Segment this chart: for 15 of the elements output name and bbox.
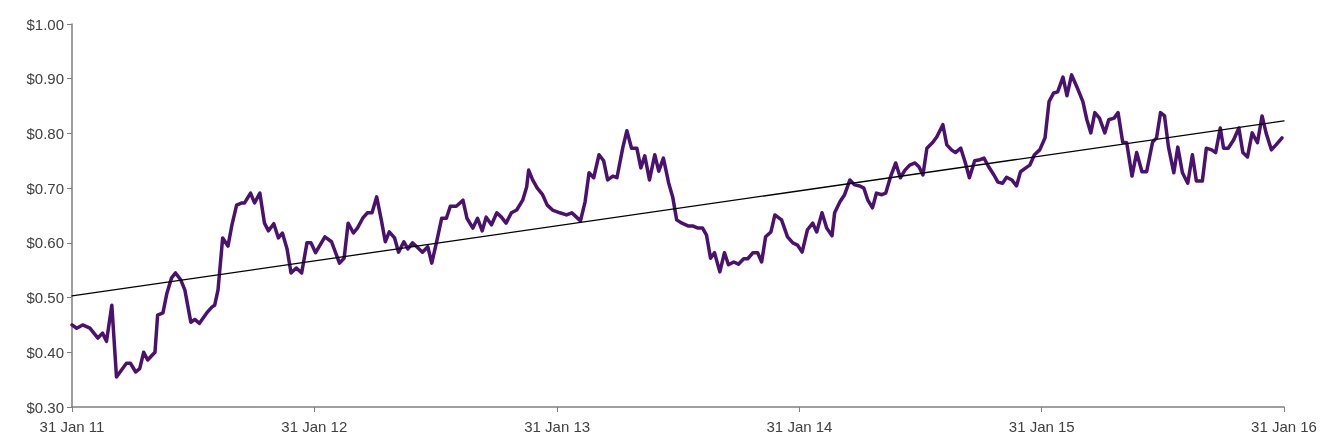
y-tick-label: $0.50 [26,289,64,307]
x-tick-label: 31 Jan 15 [1008,418,1075,435]
x-tick-label: 31 Jan 12 [281,418,348,435]
y-tick-label: $0.80 [26,124,64,142]
y-tick-label: $1.00 [26,15,64,33]
x-tick-label: 31 Jan 13 [524,418,591,435]
y-tick-label: $0.40 [26,343,64,361]
y-tick-label: $0.30 [26,398,64,416]
x-tick-label: 31 Jan 14 [766,418,833,435]
y-tick-label: $0.60 [26,234,64,252]
x-tick-label: 31 Jan 11 [39,418,105,435]
y-tick-label: $0.90 [26,70,64,88]
line-series [70,73,1284,379]
x-tick-label: 31 Jan 16 [1251,418,1317,435]
y-tick-label: $0.70 [26,179,64,197]
